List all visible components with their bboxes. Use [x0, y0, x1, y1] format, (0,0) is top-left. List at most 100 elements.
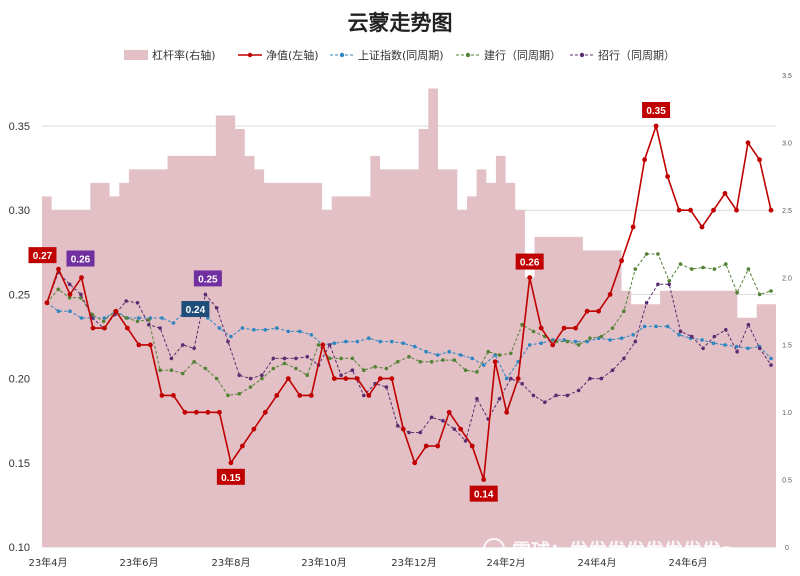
data-point	[240, 326, 245, 330]
callout-label: 0.24	[181, 301, 210, 318]
data-point	[588, 336, 592, 341]
data-point	[125, 325, 130, 331]
data-point	[102, 325, 107, 331]
data-point	[724, 328, 728, 332]
callout-box	[515, 253, 544, 270]
data-point	[350, 356, 355, 361]
data-point	[331, 376, 337, 381]
data-point	[656, 282, 660, 287]
data-point	[309, 333, 314, 337]
series-line-1	[46, 123, 772, 480]
data-point	[101, 319, 106, 324]
y-right-tick-label: 3.0	[782, 140, 792, 147]
data-point	[711, 341, 716, 346]
y-right-tick-label: 3.5	[782, 73, 792, 80]
data-point	[282, 361, 287, 366]
data-point	[745, 140, 751, 146]
data-point	[596, 336, 601, 341]
data-point	[181, 371, 185, 376]
data-point	[407, 430, 411, 435]
x-tick-label: 23年4月	[28, 556, 67, 569]
data-point	[169, 356, 174, 361]
data-point	[67, 296, 72, 300]
data-point	[147, 317, 151, 322]
y-right-tick-label: 1.5	[782, 343, 792, 350]
data-point	[271, 356, 276, 361]
data-point	[504, 376, 509, 381]
legend-item: 上证指数(同周期)	[330, 48, 444, 62]
data-point	[678, 329, 683, 334]
data-point	[497, 353, 502, 357]
callout-label: 0.26	[66, 250, 95, 267]
data-point	[676, 207, 682, 213]
data-point	[619, 258, 624, 264]
callout-value: 0.15	[221, 473, 241, 484]
data-point	[654, 324, 658, 329]
callout-box	[66, 250, 95, 267]
data-point	[769, 289, 773, 293]
data-point	[294, 356, 298, 361]
data-point	[274, 393, 280, 398]
data-point	[294, 366, 298, 371]
data-point	[56, 309, 61, 314]
data-point	[148, 342, 153, 348]
data-point	[159, 393, 165, 398]
data-point	[217, 326, 222, 330]
data-point	[538, 325, 544, 331]
callout-label: 0.14	[469, 485, 498, 502]
data-point	[316, 343, 321, 347]
data-point	[181, 343, 185, 347]
data-point	[678, 262, 683, 266]
data-point	[237, 373, 242, 378]
data-point	[644, 252, 649, 256]
data-point	[768, 207, 774, 213]
callout-box	[181, 301, 210, 318]
callout-box	[28, 247, 57, 264]
data-point	[248, 376, 253, 381]
data-point	[418, 430, 423, 435]
data-point	[452, 358, 457, 362]
data-point	[320, 342, 326, 348]
data-point	[297, 393, 303, 398]
data-point	[576, 343, 581, 347]
data-point	[56, 266, 61, 272]
data-point	[362, 393, 366, 398]
data-point	[136, 342, 142, 348]
data-point	[497, 397, 502, 401]
data-point	[137, 316, 141, 320]
data-point	[653, 123, 659, 129]
data-point	[206, 316, 210, 320]
data-point	[688, 207, 693, 213]
data-point	[395, 424, 400, 428]
data-point	[527, 275, 533, 280]
data-point	[746, 346, 750, 351]
callout-value: 0.26	[520, 258, 540, 269]
data-point	[622, 309, 626, 314]
data-point	[520, 381, 524, 386]
y-left-tick-label: 0.15	[9, 458, 30, 470]
data-point	[746, 267, 751, 271]
data-point	[355, 339, 360, 344]
data-point	[214, 376, 219, 381]
data-point	[700, 338, 704, 342]
data-point	[516, 360, 520, 364]
data-point	[171, 321, 176, 325]
y-left-tick-label: 0.35	[9, 121, 30, 133]
data-point	[158, 326, 162, 330]
data-point	[452, 427, 457, 431]
y-right-tick-label: 0	[785, 545, 789, 552]
data-point	[424, 349, 429, 354]
x-tick-label: 23年6月	[119, 556, 158, 569]
data-point	[328, 343, 332, 347]
data-point	[701, 346, 705, 351]
data-point	[757, 157, 762, 163]
data-point	[79, 316, 84, 320]
data-point	[599, 376, 604, 381]
data-point	[328, 356, 332, 361]
data-point	[260, 373, 264, 378]
y-right-tick-label: 2.0	[782, 275, 792, 282]
data-point	[226, 393, 230, 398]
data-point	[712, 334, 717, 339]
x-tick-label: 23年10月	[301, 556, 346, 569]
data-point	[492, 359, 498, 365]
